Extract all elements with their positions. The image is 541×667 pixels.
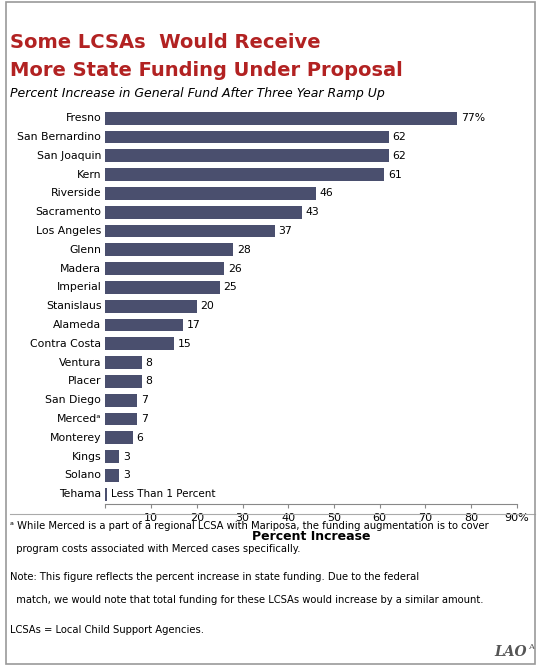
Bar <box>105 262 225 275</box>
Bar <box>105 413 137 426</box>
Bar <box>105 243 233 256</box>
Text: A: A <box>527 644 533 652</box>
Bar <box>105 149 389 162</box>
Bar <box>105 187 315 199</box>
Text: 7: 7 <box>141 395 148 405</box>
Bar <box>105 112 457 125</box>
X-axis label: Percent Increase: Percent Increase <box>252 530 371 542</box>
Bar <box>105 488 107 500</box>
Text: 43: 43 <box>306 207 319 217</box>
Text: 6: 6 <box>136 433 143 443</box>
Text: 62: 62 <box>392 151 406 161</box>
Bar <box>105 205 302 219</box>
Text: 7: 7 <box>141 414 148 424</box>
Text: 77%: 77% <box>461 113 485 123</box>
Text: LAO: LAO <box>494 645 526 659</box>
Text: 3: 3 <box>123 470 130 480</box>
Bar <box>105 131 389 143</box>
Text: 15: 15 <box>177 339 192 349</box>
Text: 26: 26 <box>228 263 242 273</box>
Text: 28: 28 <box>237 245 251 255</box>
Text: Figure 8: Figure 8 <box>17 12 72 25</box>
Bar <box>105 469 119 482</box>
Bar <box>105 168 384 181</box>
Bar <box>105 375 142 388</box>
Text: 8: 8 <box>146 376 153 386</box>
Bar <box>105 394 137 407</box>
Bar <box>105 450 119 463</box>
Bar <box>105 299 197 313</box>
Bar <box>105 319 183 331</box>
Bar <box>105 432 133 444</box>
Text: 37: 37 <box>278 226 292 236</box>
Text: Percent Increase in General Fund After Three Year Ramp Up: Percent Increase in General Fund After T… <box>10 87 385 100</box>
Text: Some LCSAs  Would Receive: Some LCSAs Would Receive <box>10 33 320 52</box>
Bar <box>105 281 220 293</box>
Text: Less Than 1 Percent: Less Than 1 Percent <box>111 489 215 499</box>
Bar <box>105 225 274 237</box>
Text: 17: 17 <box>187 320 201 330</box>
Text: ᵃ While Merced is a part of a regional LCSA with Mariposa, the funding augmentat: ᵃ While Merced is a part of a regional L… <box>10 521 489 531</box>
Text: 25: 25 <box>223 282 237 292</box>
Text: match, we would note that total funding for these LCSAs would increase by a simi: match, we would note that total funding … <box>10 595 483 604</box>
Text: More State Funding Under Proposal: More State Funding Under Proposal <box>10 61 403 80</box>
Text: 46: 46 <box>319 188 333 198</box>
Text: 3: 3 <box>123 452 130 462</box>
Text: program costs associated with Merced cases specifically.: program costs associated with Merced cas… <box>10 544 300 554</box>
Text: 8: 8 <box>146 358 153 368</box>
Text: 61: 61 <box>388 169 401 179</box>
Bar <box>105 356 142 369</box>
Text: LCSAs = Local Child Support Agencies.: LCSAs = Local Child Support Agencies. <box>10 626 204 635</box>
Text: 62: 62 <box>392 132 406 142</box>
Bar <box>105 338 174 350</box>
Text: Note: This figure reflects the percent increase in state funding. Due to the fed: Note: This figure reflects the percent i… <box>10 572 419 582</box>
Text: 20: 20 <box>201 301 214 311</box>
